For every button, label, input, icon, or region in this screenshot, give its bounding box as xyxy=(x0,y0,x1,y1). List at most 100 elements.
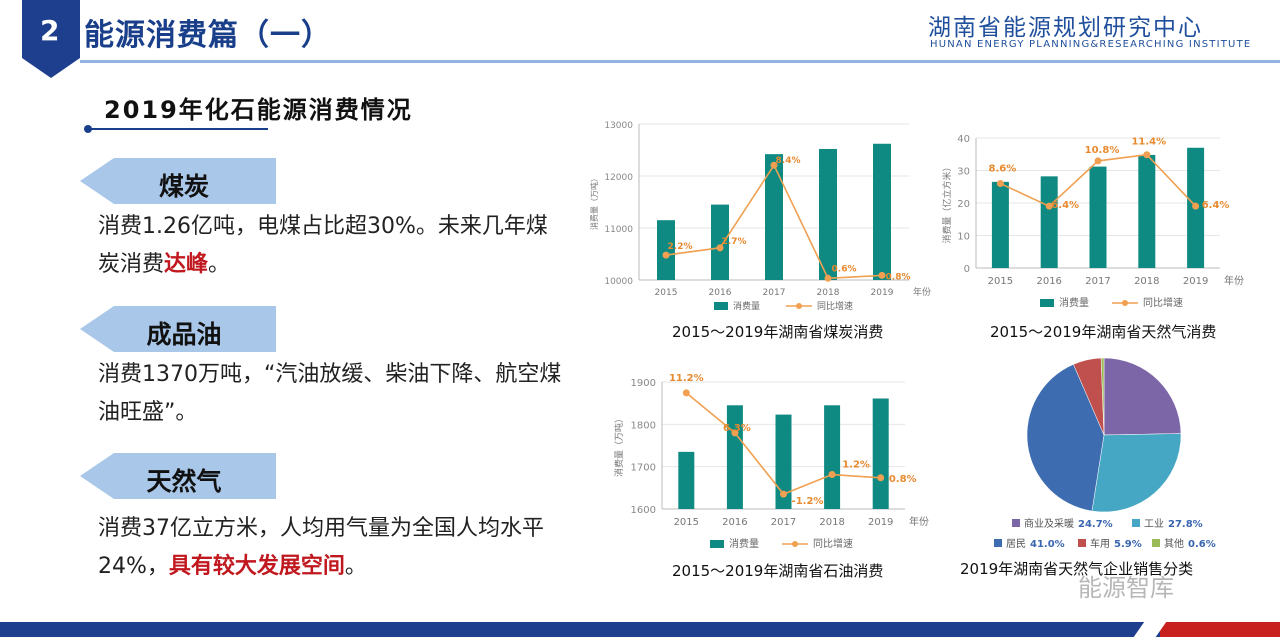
pie-legend-swatch xyxy=(1132,519,1140,527)
x-tick-label: 2019 xyxy=(1183,276,1208,287)
growth-label: 6.3% xyxy=(723,423,751,434)
bar-2017 xyxy=(775,414,792,509)
tag-coal-label: 煤炭 xyxy=(158,172,209,201)
oil-text: 消费1370万吨，“汽油放缓、柴油下降、航空煤油旺盛”。 xyxy=(98,362,562,425)
legend-swatch-bar xyxy=(714,302,728,310)
pie-slice-商业及采暖 xyxy=(1103,357,1182,436)
x-tick-label: 2015 xyxy=(988,276,1013,287)
section-subtitle: 2019年化石能源消费情况 xyxy=(104,96,413,124)
bar-2016 xyxy=(1040,176,1058,268)
legend-label-bar: 消费量 xyxy=(729,537,759,550)
x-axis-unit: 年份 xyxy=(1224,274,1244,287)
bar-2015 xyxy=(991,181,1009,268)
growth-label: 0.8% xyxy=(889,474,917,485)
pie-legend-name: 其他 xyxy=(1164,537,1184,550)
pie-legend-value: 27.8% xyxy=(1168,519,1203,530)
growth-point xyxy=(828,471,836,479)
pie-legend-swatch xyxy=(1012,519,1020,527)
y-tick-label: 11000 xyxy=(604,225,633,235)
pie-slice-工业 xyxy=(1091,433,1182,513)
legend-swatch-bar xyxy=(710,540,724,548)
growth-point xyxy=(1143,151,1151,159)
tag-arrow-shape xyxy=(80,306,276,352)
coal-highlight: 达峰 xyxy=(164,252,209,277)
coal-text-end: 。 xyxy=(208,252,231,277)
legend-label-line: 同比增速 xyxy=(813,537,853,550)
tag-oil-label: 成品油 xyxy=(146,320,222,349)
bar-2018 xyxy=(819,148,837,280)
y-tick-label: 13000 xyxy=(604,121,633,131)
legend-swatch-bar xyxy=(1040,299,1054,307)
growth-point xyxy=(1094,157,1102,165)
legend-swatch-dot xyxy=(1122,300,1128,306)
y-tick-label: 10000 xyxy=(604,277,633,287)
legend-swatch-dot xyxy=(792,541,798,547)
gas-text: 消费37亿立方米，人均用气量为全国人均水平24%， xyxy=(98,516,544,579)
pie-legend-swatch xyxy=(1078,539,1086,547)
x-axis-unit: 年份 xyxy=(913,286,931,298)
pie-legend-swatch xyxy=(994,539,1002,547)
tag-gas-label: 天然气 xyxy=(146,467,222,496)
y-axis-label: 消费量（万吨） xyxy=(589,174,599,230)
growth-point xyxy=(770,161,778,169)
x-tick-label: 2019 xyxy=(871,288,894,298)
tag-coal: 煤炭 xyxy=(80,158,276,204)
y-tick-label: 1700 xyxy=(631,463,656,474)
bar-2018 xyxy=(824,405,841,509)
pie-legend-swatch xyxy=(1152,539,1160,547)
tag-oil: 成品油 xyxy=(80,306,276,352)
gas-highlight: 具有较大发展空间 xyxy=(168,554,345,579)
coal-chart: 10000 11000 12000 13000 消费量（万吨） 2015 2016 2017 2… xyxy=(589,121,931,312)
pie-legend-value: 5.9% xyxy=(1114,539,1142,550)
y-axis-label: 消费量（亿立方米） xyxy=(941,162,953,243)
x-tick-label: 2018 xyxy=(819,517,844,528)
bar-2017 xyxy=(765,154,783,280)
growth-label: 1.2% xyxy=(842,460,870,471)
oil-chart-caption: 2015～2019年湖南省石油消费 xyxy=(672,562,884,580)
pie-legend-name: 商业及采暖 xyxy=(1024,517,1074,530)
bar-2015 xyxy=(678,451,695,509)
y-tick-label: 12000 xyxy=(604,173,633,183)
growth-label: 0.8% xyxy=(886,272,911,282)
pie-legend-name: 车用 xyxy=(1090,537,1110,550)
oil-paragraph: 消费1370万吨，“汽油放缓、柴油下降、航空煤油旺盛”。 xyxy=(98,356,568,432)
growth-label: -1.2% xyxy=(792,496,824,507)
pie-legend-name: 工业 xyxy=(1144,518,1164,530)
bar-2017 xyxy=(1089,166,1107,268)
footer-accent xyxy=(1160,622,1280,637)
header-divider xyxy=(80,60,1280,63)
bar-2016 xyxy=(726,405,743,509)
growth-point xyxy=(878,271,886,279)
growth-point xyxy=(780,490,787,498)
pie-legend-name: 居民 xyxy=(1006,538,1026,550)
y-tick-label: 0 xyxy=(964,264,970,275)
legend-label-bar: 消费量 xyxy=(1059,296,1089,309)
footer-bar xyxy=(0,622,1280,637)
gas-text-end: 。 xyxy=(344,554,367,579)
legend-label-line: 同比增速 xyxy=(817,300,853,312)
growth-label: 6.4% xyxy=(1202,200,1230,211)
pie-legend-value: 24.7% xyxy=(1078,519,1113,530)
x-tick-label: 2016 xyxy=(1036,276,1061,287)
growth-label: 8.4% xyxy=(776,156,801,166)
pie-slice-居民 xyxy=(1026,364,1105,512)
coal-text: 消费1.26亿吨，电煤占比超30%。未来几年煤炭消费 xyxy=(98,214,548,277)
gas-sales-pie-chart: 商业及采暖 24.7% 工业 27.8% 居民 41.0% 车用 5.9% 其他 0.6% xyxy=(994,357,1216,550)
y-axis-label: 消费量（万吨） xyxy=(613,414,625,477)
bar-2018 xyxy=(1138,154,1156,268)
org-subtitle: HUNAN ENERGY PLANNING&RESEARCHING INSTIT… xyxy=(930,39,1252,50)
x-tick-label: 2018 xyxy=(1134,276,1159,287)
oil-chart: 1600 1700 1800 1900 消费量（万吨） 2015 2016 2017 2018 2… xyxy=(613,373,929,550)
y-tick-label: 40 xyxy=(957,134,970,145)
growth-label: 11.4% xyxy=(1131,137,1166,148)
x-tick-label: 2018 xyxy=(817,288,840,298)
bar-2016 xyxy=(711,204,729,280)
growth-label: 2.2% xyxy=(668,242,693,252)
section-badge xyxy=(22,0,80,78)
x-tick-label: 2019 xyxy=(868,517,893,528)
growth-point xyxy=(662,251,670,259)
x-tick-label: 2017 xyxy=(1085,276,1110,287)
growth-label: 10.8% xyxy=(1085,145,1120,156)
growth-point xyxy=(682,389,690,397)
pie-chart-caption: 2019年湖南省天然气企业销售分类 xyxy=(960,560,1194,578)
